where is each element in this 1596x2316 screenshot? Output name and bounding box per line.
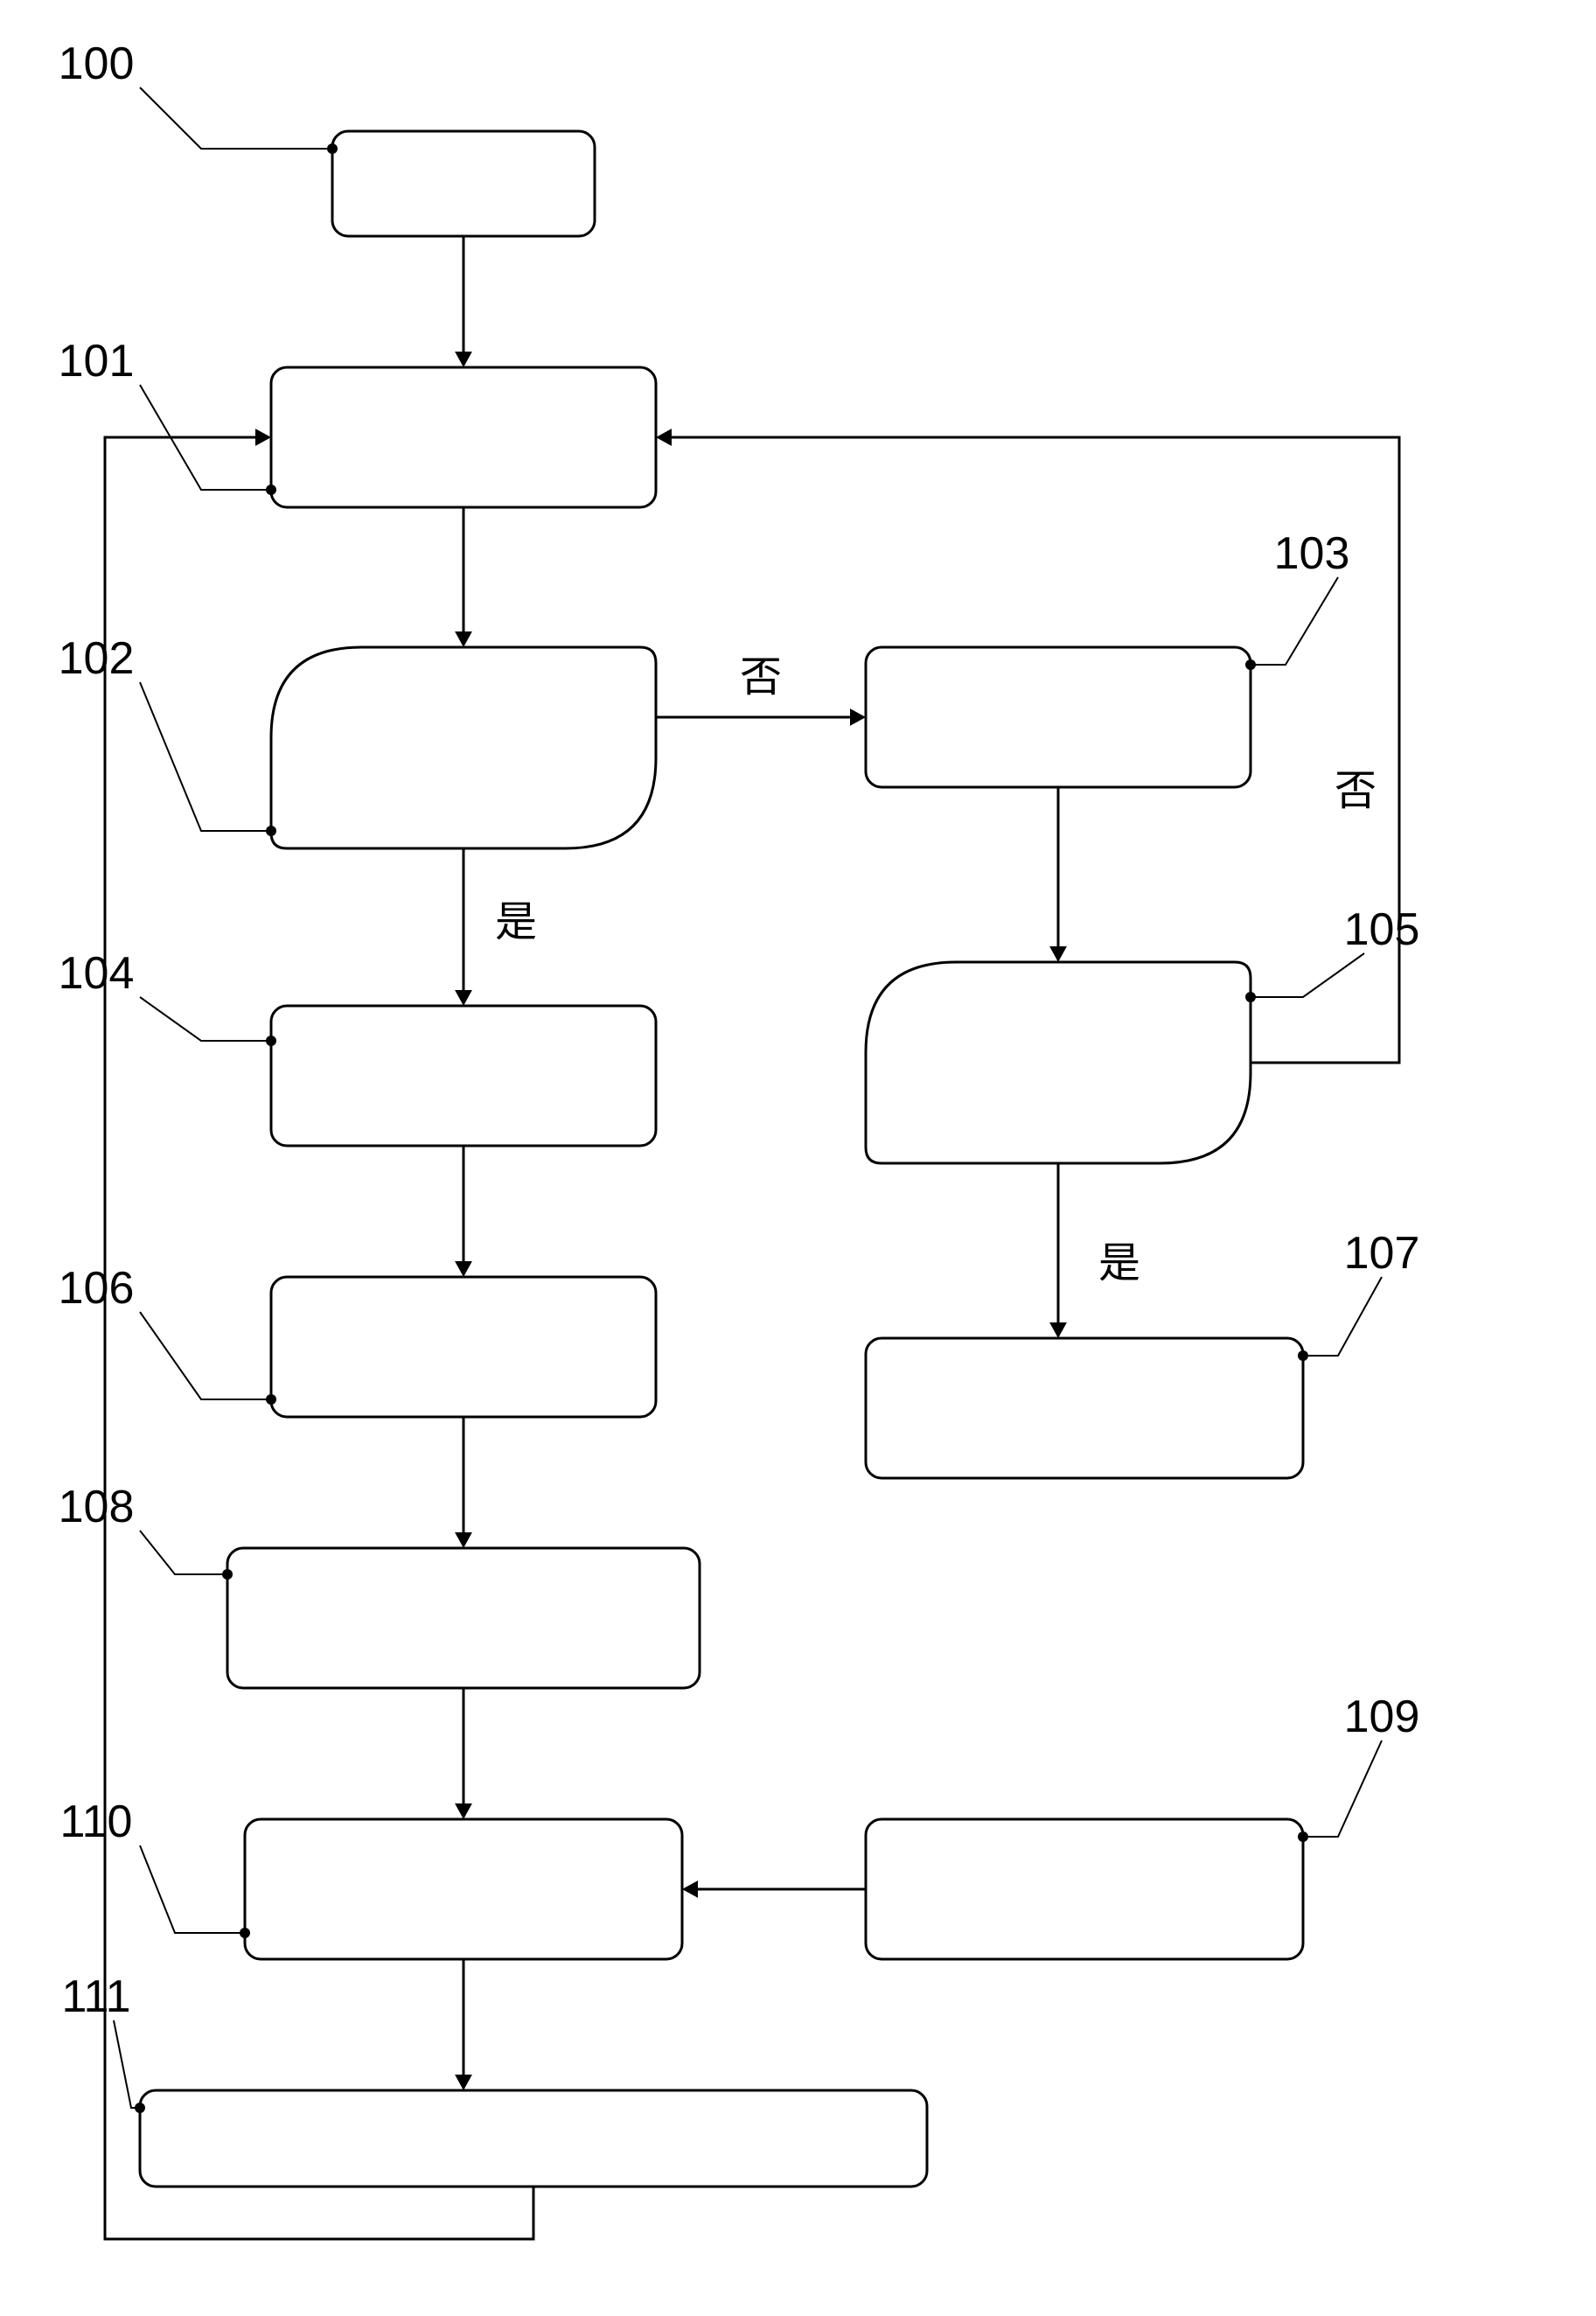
ref-label-101: 101	[59, 336, 135, 387]
ref-lead-100	[140, 87, 332, 149]
ref-label-100: 100	[59, 38, 135, 89]
ref-lead-107	[1303, 1277, 1382, 1356]
ref-lead-110	[140, 1845, 245, 1933]
ref-lead-103	[1251, 577, 1338, 665]
ref-lead-108	[140, 1531, 227, 1574]
ref-dot	[1298, 1831, 1308, 1842]
ref-label-105: 105	[1344, 904, 1420, 955]
ref-dot	[135, 2103, 145, 2113]
ref-lead-109	[1303, 1740, 1382, 1837]
ref-dot	[1245, 659, 1256, 670]
ref-dot	[266, 826, 276, 836]
edge-label: 是	[1098, 1240, 1140, 1287]
edge-label: 是	[495, 899, 537, 945]
ref-label-109: 109	[1344, 1692, 1420, 1742]
ref-dot	[266, 1036, 276, 1046]
ref-label-107: 107	[1344, 1228, 1420, 1279]
ref-label-106: 106	[59, 1263, 135, 1314]
ref-dot	[222, 1569, 233, 1580]
ref-label-103: 103	[1274, 528, 1350, 579]
ref-lead-104	[140, 997, 271, 1041]
ref-label-108: 108	[59, 1482, 135, 1532]
ref-lead-102	[140, 682, 271, 831]
flowchart: 否是否是开 始监控程序扫描采集数据是否有异常数据查询上次异常信息自动记录异常信息…	[0, 0, 1596, 2316]
ref-lead-106	[140, 1312, 271, 1399]
ref-label-110: 110	[60, 1796, 133, 1847]
ref-label-111: 111	[61, 1971, 130, 2022]
ref-dot	[240, 1928, 250, 1938]
edge-label: 否	[1335, 768, 1376, 814]
edge-label: 否	[740, 654, 782, 701]
ref-dot	[327, 143, 338, 154]
ref-dot	[1298, 1350, 1308, 1361]
ref-dot	[266, 1394, 276, 1405]
ref-label-104: 104	[59, 948, 135, 999]
ref-dot	[1245, 992, 1256, 1002]
ref-lead-111	[114, 2020, 140, 2108]
ref-dot	[266, 485, 276, 495]
ref-label-102: 102	[59, 633, 135, 684]
ref-lead-105	[1251, 953, 1364, 997]
